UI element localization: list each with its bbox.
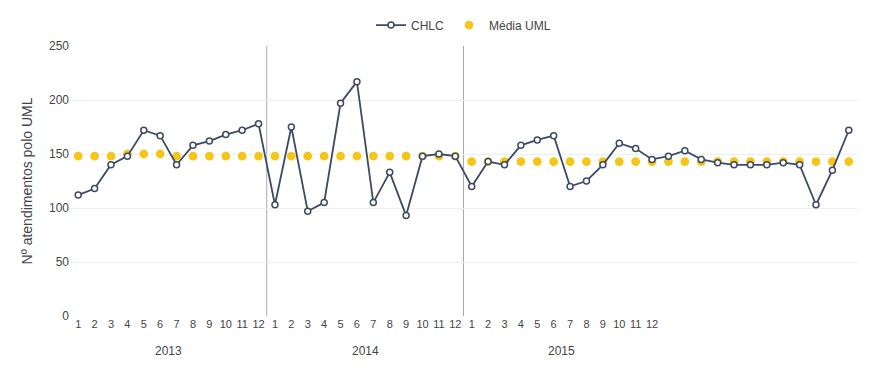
svg-text:0: 0 — [62, 309, 69, 323]
svg-text:6: 6 — [354, 318, 360, 330]
svg-text:7: 7 — [174, 318, 180, 330]
svg-text:2: 2 — [92, 318, 98, 330]
svg-text:5: 5 — [141, 318, 147, 330]
svg-text:1: 1 — [469, 318, 475, 330]
svg-text:8: 8 — [583, 318, 589, 330]
svg-text:7: 7 — [370, 318, 376, 330]
svg-text:5: 5 — [337, 318, 343, 330]
svg-text:2015: 2015 — [548, 344, 575, 358]
svg-text:3: 3 — [305, 318, 311, 330]
svg-text:100: 100 — [49, 201, 69, 215]
svg-text:2: 2 — [288, 318, 294, 330]
svg-text:250: 250 — [49, 39, 69, 53]
svg-text:2: 2 — [485, 318, 491, 330]
svg-text:4: 4 — [518, 318, 524, 330]
svg-text:7: 7 — [567, 318, 573, 330]
svg-text:6: 6 — [551, 318, 557, 330]
svg-text:12: 12 — [449, 318, 461, 330]
svg-text:4: 4 — [321, 318, 327, 330]
svg-text:12: 12 — [646, 318, 658, 330]
svg-text:1: 1 — [272, 318, 278, 330]
svg-text:150: 150 — [49, 147, 69, 161]
svg-text:11: 11 — [236, 318, 247, 330]
svg-text:Nº atendimentos polo UML: Nº atendimentos polo UML — [19, 97, 35, 264]
svg-text:11: 11 — [630, 318, 641, 330]
svg-text:CHLC: CHLC — [411, 19, 444, 33]
svg-text:3: 3 — [108, 318, 114, 330]
svg-text:3: 3 — [501, 318, 507, 330]
svg-text:9: 9 — [600, 318, 606, 330]
svg-text:10: 10 — [613, 318, 625, 330]
svg-text:1: 1 — [75, 318, 81, 330]
svg-text:200: 200 — [49, 93, 69, 107]
svg-text:8: 8 — [190, 318, 196, 330]
svg-text:4: 4 — [124, 318, 130, 330]
svg-text:2014: 2014 — [352, 344, 379, 358]
svg-text:10: 10 — [416, 318, 428, 330]
svg-text:2013: 2013 — [155, 344, 182, 358]
svg-text:Média UML: Média UML — [489, 19, 551, 33]
svg-text:6: 6 — [157, 318, 163, 330]
svg-text:10: 10 — [220, 318, 232, 330]
svg-text:12: 12 — [252, 318, 264, 330]
svg-text:9: 9 — [206, 318, 212, 330]
svg-text:5: 5 — [534, 318, 540, 330]
svg-text:9: 9 — [403, 318, 409, 330]
svg-text:50: 50 — [56, 255, 70, 269]
svg-text:8: 8 — [387, 318, 393, 330]
svg-text:11: 11 — [433, 318, 444, 330]
